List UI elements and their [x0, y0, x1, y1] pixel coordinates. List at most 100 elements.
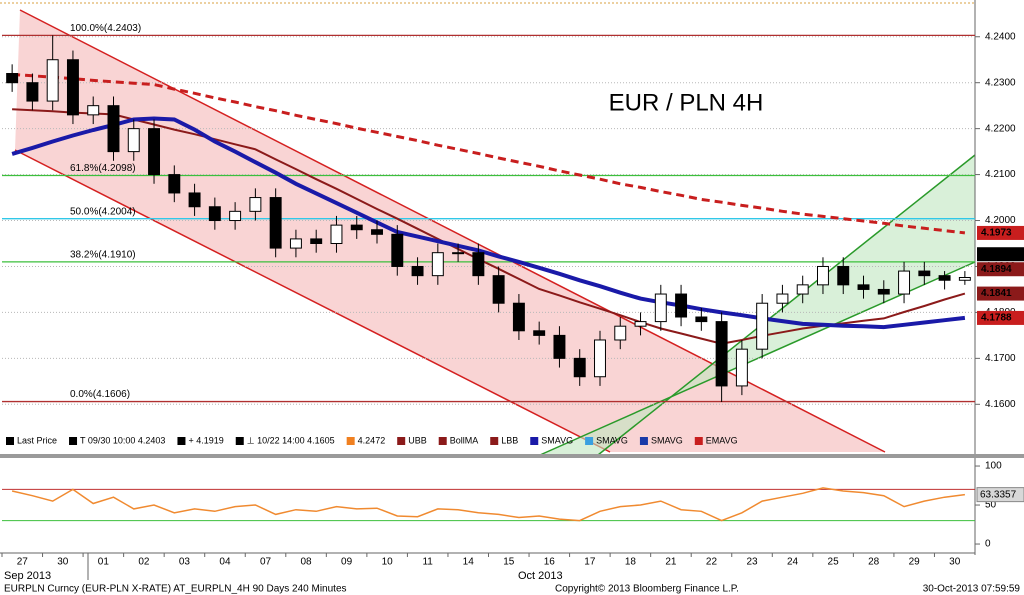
price-tag: [977, 225, 1024, 240]
channel-line: [597, 154, 976, 456]
legend-label: T 09/30 10:00 4.2403: [80, 435, 165, 445]
legend-label: ⊥ 10/22 14:00 4.1605: [247, 435, 335, 445]
level-label: 38.2%(4.1910): [70, 250, 136, 261]
legend-swatch: [530, 437, 539, 445]
x-tick-label: 03: [179, 557, 191, 568]
legend-label: UBB: [408, 435, 427, 445]
legend-label: LBB: [501, 435, 518, 445]
x-tick-label: 24: [787, 557, 799, 568]
rsi-tick-label: 100: [985, 461, 1002, 472]
y-tick-label: 4.2200: [985, 123, 1016, 134]
candle-body: [756, 302, 769, 350]
x-tick-label: 15: [503, 557, 515, 568]
candle-body: [452, 252, 465, 255]
candle-body: [634, 321, 647, 327]
candle-body: [269, 197, 282, 249]
price-tag: [977, 286, 1024, 301]
x-tick-label: 21: [665, 557, 677, 568]
candle-body: [391, 233, 404, 267]
rsi-tick-label: 50: [985, 500, 997, 511]
y-tick-label: 4.2000: [985, 215, 1016, 226]
y-tick-label: 4.2100: [985, 169, 1016, 180]
level-label: 0.0%(4.1606): [70, 389, 130, 400]
x-tick-label: 17: [584, 557, 596, 568]
candle-body: [594, 339, 606, 378]
candle-body: [877, 288, 890, 295]
y-tick-label: 4.2400: [985, 31, 1016, 42]
x-tick-label: 14: [463, 557, 475, 568]
candle-body: [289, 238, 302, 249]
candle-body: [837, 265, 850, 286]
candle-body: [533, 330, 546, 336]
candle-body: [898, 270, 911, 295]
x-tick-label: 22: [706, 557, 718, 568]
candle-body: [614, 325, 627, 341]
price-tag-label: 4.1788: [981, 313, 1012, 324]
legend-swatch: [694, 437, 703, 445]
level-label: 100.0%(4.2403): [70, 23, 141, 34]
x-tick-label: 30: [57, 557, 69, 568]
legend-swatch: [397, 437, 406, 445]
price-tag: [977, 262, 1024, 277]
month-label: Oct 2013: [518, 570, 563, 582]
footer-copyright: Copyright© 2013 Bloomberg Finance L.P.: [555, 584, 739, 595]
legend-label: Last Price: [17, 435, 57, 445]
overlay-line: [12, 108, 966, 345]
candle-body: [107, 105, 120, 153]
price-tag: [977, 247, 1024, 262]
candle-body: [46, 59, 59, 102]
candle-body: [553, 334, 566, 359]
candle-body: [168, 174, 181, 194]
y-tick-label: 4.1700: [985, 353, 1016, 364]
candle-body: [371, 229, 383, 235]
candle-body: [26, 82, 39, 102]
candle-body: [918, 270, 931, 277]
legend-swatch: [6, 437, 14, 445]
footer-timestamp: 30-Oct-2013 07:59:59: [923, 584, 1021, 595]
legend-label: + 4.1919: [188, 435, 223, 445]
candle-body: [431, 252, 444, 277]
footer-source: EURPLN Curncy (EUR-PLN X-RATE) AT_EURPLN…: [4, 584, 347, 595]
candle-body: [310, 238, 323, 244]
legend-swatch: [490, 437, 499, 445]
candle-body: [472, 252, 485, 277]
candle-body: [816, 265, 829, 286]
x-tick-label: 30: [949, 557, 961, 568]
month-label: Sep 2013: [4, 570, 51, 582]
x-tick-label: 08: [301, 557, 313, 568]
x-tick-label: 27: [17, 557, 29, 568]
candle-body: [796, 284, 809, 295]
overlay-line: [11, 72, 966, 235]
price-tag: [977, 310, 1024, 325]
candle-body: [229, 210, 242, 222]
rsi-tag: [976, 487, 1024, 503]
x-tick-label: 23: [746, 557, 758, 568]
legend-label: SMAVG: [541, 435, 573, 445]
x-tick-label: 25: [828, 557, 840, 568]
candle-body: [87, 105, 100, 116]
y-tick-label: 4.1600: [985, 399, 1016, 410]
x-tick-label: 11: [422, 557, 433, 568]
legend-swatch: [235, 437, 244, 445]
x-tick-label: 18: [625, 557, 637, 568]
rsi-tick-label: 0: [985, 539, 991, 550]
candle-body: [573, 357, 586, 378]
legend-swatch: [585, 437, 594, 445]
candle-body: [512, 302, 525, 332]
candle-body: [330, 224, 343, 244]
legend-swatch: [639, 437, 648, 445]
x-tick-label: 02: [138, 557, 150, 568]
legend-label: EMAVG: [706, 435, 738, 445]
rsi-line: [11, 487, 965, 522]
candle-body: [411, 265, 424, 277]
legend-swatch: [438, 437, 447, 445]
candle-body: [127, 128, 140, 153]
candle-body: [249, 197, 262, 212]
x-tick-label: 09: [341, 557, 353, 568]
chart-title: EUR / PLN 4H: [609, 89, 764, 116]
x-tick-label: 16: [544, 557, 556, 568]
level-label: 50.0%(4.2004): [70, 206, 136, 217]
x-tick-label: 07: [260, 557, 272, 568]
candle-body: [6, 73, 19, 84]
candle-body: [675, 293, 688, 318]
